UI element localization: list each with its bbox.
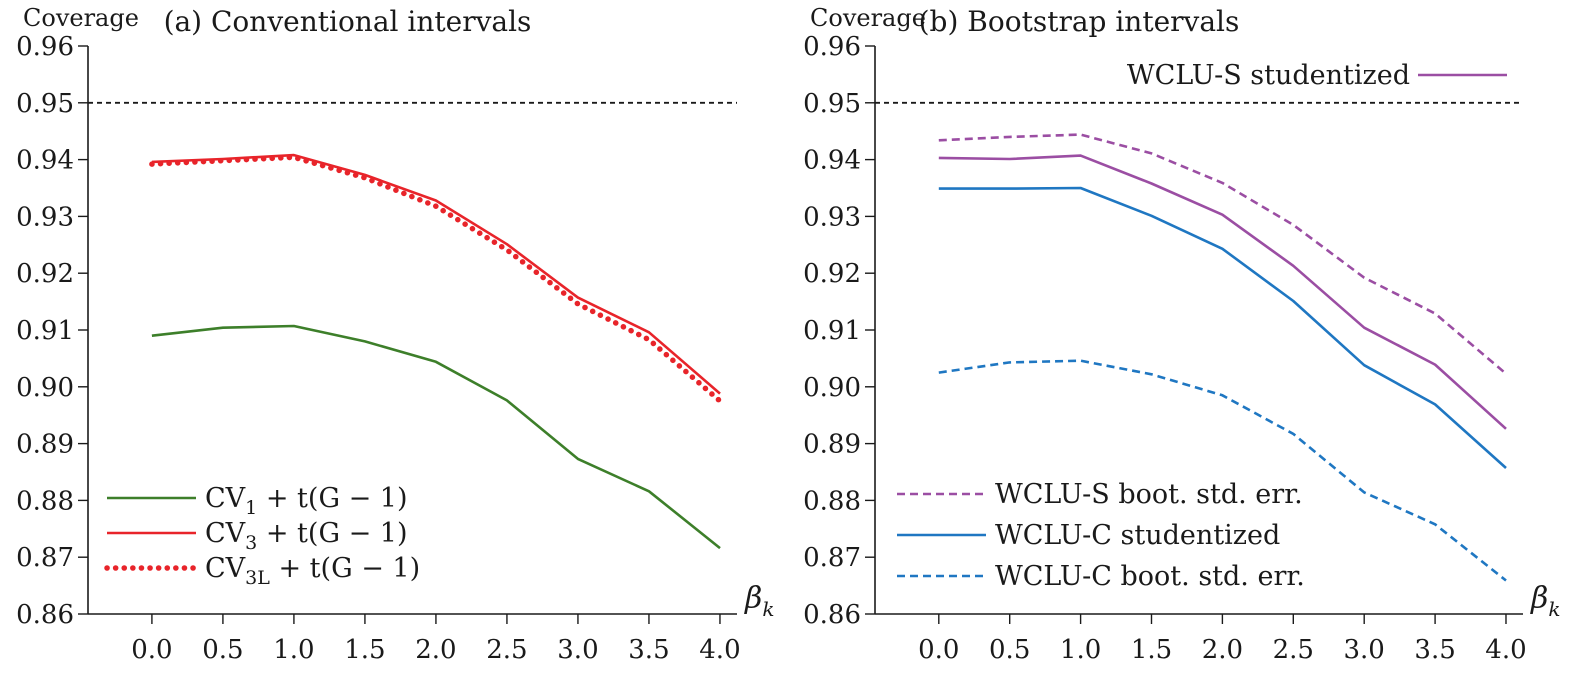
legend: CV1 + t(G − 1)CV3 + t(G − 1)CV3L + t(G −… bbox=[104, 483, 420, 589]
y-tick-label: 0.96 bbox=[803, 32, 861, 62]
legend-label-main: CV bbox=[205, 553, 246, 584]
x-axis-label-sub: k bbox=[1548, 597, 1560, 621]
series-line-1 bbox=[938, 133, 1507, 375]
chart-title: (a) Conventional intervals bbox=[164, 5, 532, 38]
legend: WCLU-S studentized WCLU-S boot. std. err.… bbox=[897, 60, 1507, 592]
legend-label: CV3 + t(G − 1) bbox=[205, 518, 408, 554]
legend-label-sub: 3L bbox=[245, 567, 270, 589]
x-tick-label: 4.0 bbox=[699, 635, 740, 665]
series-line-1 bbox=[151, 153, 721, 395]
y-tick-label: 0.87 bbox=[803, 543, 861, 573]
y-tick-label: 0.96 bbox=[16, 32, 74, 62]
x-tick-label: 4.0 bbox=[1485, 635, 1526, 665]
y-tick-label: 0.91 bbox=[803, 316, 861, 346]
y-tick-label: 0.88 bbox=[803, 486, 861, 516]
y-tick-label: 0.86 bbox=[16, 600, 74, 630]
y-tick-label: 0.94 bbox=[803, 146, 861, 176]
x-axis-label-main: β bbox=[1530, 581, 1548, 616]
y-tick-label: 0.92 bbox=[803, 259, 861, 289]
x-tick-label: 1.0 bbox=[273, 635, 314, 665]
y-tick-label: 0.93 bbox=[803, 202, 861, 232]
legend-label: WCLU-C boot. std. err. bbox=[995, 561, 1305, 592]
y-tick-label: 0.95 bbox=[803, 89, 861, 119]
legend-label-main: CV bbox=[205, 518, 246, 549]
y-tick-label: 0.90 bbox=[16, 373, 74, 403]
legend-label: WCLU-S studentized bbox=[1127, 60, 1410, 91]
legend-label-rest: + t(G − 1) bbox=[270, 553, 420, 584]
legend-label-sub: 3 bbox=[245, 532, 257, 554]
y-tick-label: 0.92 bbox=[16, 259, 74, 289]
x-tick-label: 2.5 bbox=[486, 635, 527, 665]
x-tick-label: 3.0 bbox=[557, 635, 598, 665]
legend-label: CV1 + t(G − 1) bbox=[205, 483, 408, 519]
y-tick-label: 0.86 bbox=[803, 600, 861, 630]
x-tick-label: 3.5 bbox=[628, 635, 669, 665]
x-axis-label: βk bbox=[744, 581, 774, 621]
legend-label-main: CV bbox=[205, 483, 246, 514]
legend-label: CV3L + t(G − 1) bbox=[205, 553, 420, 589]
x-tick-label: 0.5 bbox=[202, 635, 243, 665]
x-tick-label: 1.5 bbox=[1131, 635, 1172, 665]
x-tick-label: 0.0 bbox=[131, 635, 172, 665]
y-axis-label: Coverage bbox=[23, 4, 139, 32]
series-line-0 bbox=[938, 154, 1507, 430]
legend-label-rest: + t(G − 1) bbox=[257, 483, 407, 514]
y-tick-label: 0.93 bbox=[16, 202, 74, 232]
y-tick-label: 0.91 bbox=[16, 316, 74, 346]
y-tick-label: 0.95 bbox=[16, 89, 74, 119]
x-axis-label-sub: k bbox=[762, 597, 774, 621]
x-tick-label: 1.0 bbox=[1060, 635, 1101, 665]
y-tick-label: 0.88 bbox=[16, 486, 74, 516]
x-tick-label: 3.0 bbox=[1344, 635, 1385, 665]
legend-label: WCLU-S boot. std. err. bbox=[995, 479, 1303, 510]
chart-title: (b) Bootstrap intervals bbox=[919, 5, 1240, 38]
x-axis-label-main: β bbox=[744, 581, 762, 616]
y-tick-label: 0.94 bbox=[16, 146, 74, 176]
y-tick-label: 0.87 bbox=[16, 543, 74, 573]
y-tick-label: 0.90 bbox=[803, 373, 861, 403]
x-tick-label: 1.5 bbox=[344, 635, 385, 665]
x-tick-label: 2.0 bbox=[415, 635, 456, 665]
y-tick-label: 0.89 bbox=[803, 430, 861, 460]
y-axis-label: Coverage bbox=[810, 4, 926, 32]
chart-panel-a: 0.86 0.87 0.88 0.89 0.90 0.91 0.92 0.93 0.94 0.95… bbox=[16, 4, 774, 665]
chart-panel-b: 0.86 0.87 0.88 0.89 0.90 0.91 0.92 0.93 0.94 0.95… bbox=[803, 4, 1560, 665]
y-tick-label: 0.89 bbox=[16, 430, 74, 460]
x-axis-label: βk bbox=[1530, 581, 1560, 621]
legend-label-sub: 1 bbox=[245, 497, 257, 519]
x-tick-label: 2.0 bbox=[1202, 635, 1243, 665]
x-tick-label: 2.5 bbox=[1273, 635, 1314, 665]
x-tick-label: 3.5 bbox=[1414, 635, 1455, 665]
series-line-0 bbox=[151, 324, 721, 550]
series-line-2 bbox=[149, 154, 723, 404]
legend-label: WCLU-C studentized bbox=[995, 520, 1280, 551]
legend-label-rest: + t(G − 1) bbox=[257, 518, 407, 549]
series-line-3 bbox=[938, 359, 1507, 582]
series-line-2 bbox=[938, 186, 1507, 469]
x-tick-label: 0.5 bbox=[989, 635, 1030, 665]
x-tick-label: 0.0 bbox=[918, 635, 959, 665]
